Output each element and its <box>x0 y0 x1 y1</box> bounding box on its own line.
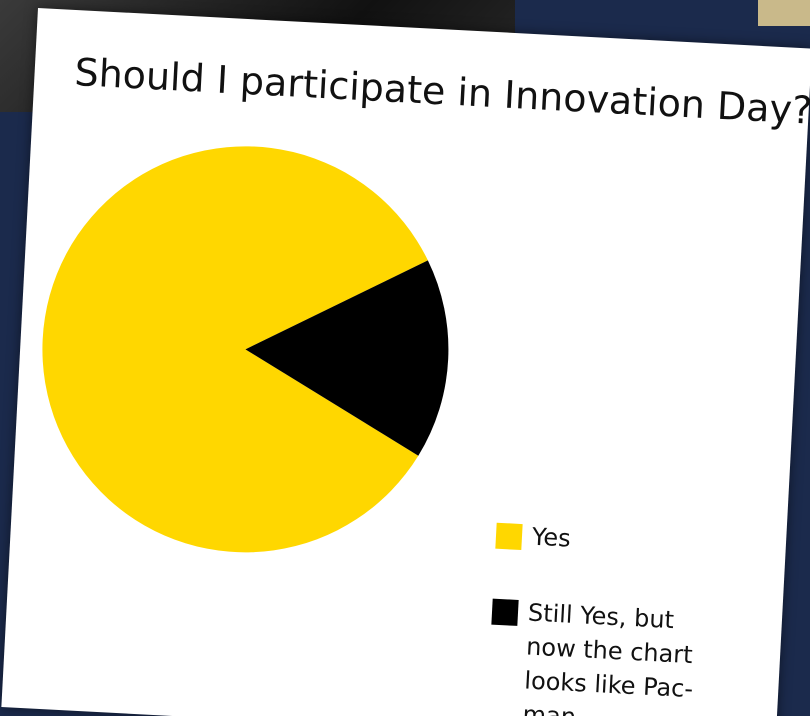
legend-label: Still Yes, but now the chart looks like … <box>521 598 694 716</box>
legend-swatch <box>491 598 519 626</box>
pie-slice <box>42 146 428 553</box>
chart-card: Should I participate in Innovation Day? … <box>1 8 810 716</box>
pie-chart <box>42 146 449 553</box>
legend-entry: Still Yes, but now the chart looks like … <box>486 598 729 716</box>
background-photo <box>758 0 810 26</box>
pie-slice <box>245 260 449 456</box>
legend-swatch <box>495 522 523 551</box>
